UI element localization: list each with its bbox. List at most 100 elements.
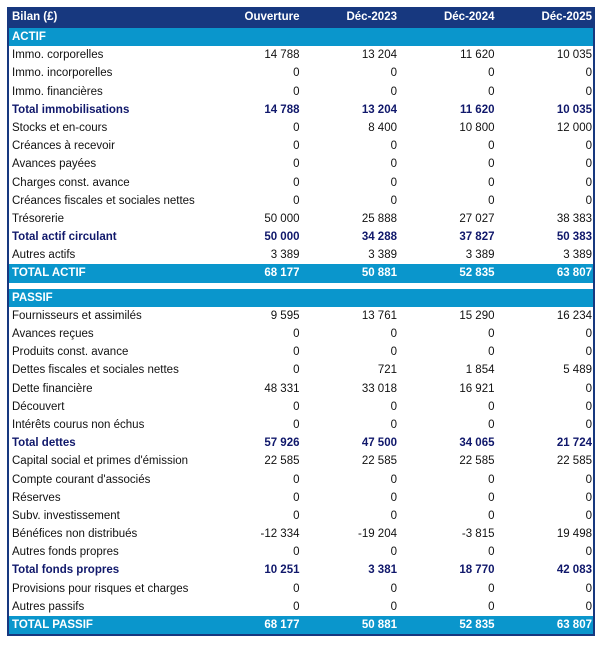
table-row: Compte courant d'associés 0 0 0 0 xyxy=(9,471,593,489)
column-header-dec-2023: Déc-2023 xyxy=(346,11,397,23)
cell-value: 0 xyxy=(293,364,300,377)
row-label: Total dettes xyxy=(12,437,76,450)
cell-value: 0 xyxy=(585,328,592,340)
table-row: Immo. financières 0 0 0 0 xyxy=(9,83,593,101)
cell-value: 1 854 xyxy=(465,364,495,377)
table-row: Capital social et primes d'émission 22 58… xyxy=(9,452,593,470)
column-header-dec-2025: Déc-2025 xyxy=(541,11,592,23)
cell-value: 0 xyxy=(293,418,300,431)
row-label: Bénéfices non distribués xyxy=(12,528,138,541)
cell-value: 0 xyxy=(585,85,592,98)
table-row: Autres actifs 3 389 3 389 3 389 3 389 xyxy=(9,246,593,264)
cell-value: 0 xyxy=(293,346,300,359)
row-label: Immo. corporelles xyxy=(12,49,104,62)
cell-value: 68 177 xyxy=(264,619,300,631)
row-label: Stocks et en-cours xyxy=(12,121,108,134)
cell-value: 0 xyxy=(585,546,592,559)
cell-value: 22 585 xyxy=(556,455,592,468)
row-label: Autres passifs xyxy=(12,600,85,613)
table-row: Trésorerie 50 000 25 888 27 027 38 383 xyxy=(9,210,593,228)
cell-value: 13 204 xyxy=(361,49,397,62)
row-label: Trésorerie xyxy=(12,212,64,225)
cell-value: 0 xyxy=(488,176,495,189)
cell-value: 38 383 xyxy=(556,212,592,225)
cell-value: 0 xyxy=(390,328,397,340)
grand-total-row: TOTAL ACTIF 68 177 50 881 52 835 63 807 xyxy=(9,264,593,283)
row-label: Total immobilisations xyxy=(12,103,130,116)
table-header: Bilan (£) Ouverture Déc-2023 Déc-2024 Dé… xyxy=(9,7,593,28)
cell-value: 0 xyxy=(293,473,300,486)
table-row: Fournisseurs et assimilés 9 595 13 761 15 2… xyxy=(9,307,593,325)
cell-value: 0 xyxy=(585,491,592,504)
subtotal-row: Total actif circulant 50 000 34 288 37 827 5… xyxy=(9,228,593,246)
row-label: Subv. investissement xyxy=(12,509,120,522)
row-label: Dette financière xyxy=(12,382,93,395)
cell-value: 3 389 xyxy=(465,249,495,262)
cell-value: 13 761 xyxy=(361,309,397,322)
cell-value: 68 177 xyxy=(264,267,300,280)
cell-value: 0 xyxy=(390,509,397,522)
cell-value: 57 926 xyxy=(264,437,300,450)
cell-value: 0 xyxy=(585,473,592,486)
row-label: Intérêts courus non échus xyxy=(12,418,145,431)
cell-value: 8 400 xyxy=(368,121,397,134)
cell-value: 11 620 xyxy=(460,49,495,62)
cell-value: 27 027 xyxy=(459,212,495,225)
row-label: TOTAL ACTIF xyxy=(12,267,86,280)
row-label: Total actif circulant xyxy=(12,231,117,244)
row-label: Avances reçues xyxy=(12,328,94,340)
cell-value: -12 334 xyxy=(260,528,300,541)
row-label: Avances payées xyxy=(12,158,97,171)
cell-value: 721 xyxy=(377,364,397,377)
subtotal-row: Total fonds propres 10 251 3 381 18 770 42 0… xyxy=(9,561,593,579)
cell-value: 0 xyxy=(390,418,397,431)
cell-value: 0 xyxy=(488,158,495,171)
cell-value: 50 000 xyxy=(264,212,300,225)
cell-value: 37 827 xyxy=(459,231,495,244)
cell-value: 0 xyxy=(585,67,592,80)
grand-total-row: TOTAL PASSIF 68 177 50 881 52 835 63 807 xyxy=(9,616,593,635)
cell-value: 0 xyxy=(488,346,495,359)
table-body: ACTIF Immo. corporelles 14 788 13 204 11 620… xyxy=(9,28,593,635)
cell-value: 21 724 xyxy=(556,437,592,450)
cell-value: 34 065 xyxy=(459,437,495,450)
cell-value: 0 xyxy=(585,509,592,522)
table-row: Créances à recevoir 0 0 0 0 xyxy=(9,137,593,155)
column-header-dec-2024: Déc-2024 xyxy=(443,11,495,23)
cell-value: 0 xyxy=(585,176,592,189)
cell-value: 0 xyxy=(293,509,300,522)
cell-value: 19 498 xyxy=(556,528,592,541)
cell-value: 0 xyxy=(390,67,397,80)
table-row: Avances reçues 0 0 0 0 xyxy=(9,325,593,343)
cell-value: 0 xyxy=(390,546,397,559)
cell-value: 0 xyxy=(585,140,592,153)
table-row: Dettes fiscales et sociales nettes 0 721 1 … xyxy=(9,361,593,379)
table-row: Charges const. avance 0 0 0 0 xyxy=(9,174,593,192)
cell-value: 14 788 xyxy=(264,103,300,116)
cell-value: 3 389 xyxy=(270,249,300,262)
cell-value: 12 000 xyxy=(556,121,592,134)
cell-value: 0 xyxy=(585,346,592,359)
cell-value: 0 xyxy=(488,600,495,613)
row-label: Créances fiscales et sociales nettes xyxy=(12,194,195,207)
cell-value: 0 xyxy=(293,140,300,153)
cell-value: 0 xyxy=(293,121,300,134)
cell-value: 0 xyxy=(488,67,495,80)
cell-value: -19 204 xyxy=(357,528,397,541)
cell-value: 52 835 xyxy=(459,619,495,631)
cell-value: 15 290 xyxy=(459,309,495,322)
cell-value: 0 xyxy=(488,418,495,431)
cell-value: 0 xyxy=(390,400,397,413)
row-label: Produits const. avance xyxy=(12,346,129,359)
cell-value: -3 815 xyxy=(461,528,495,541)
cell-value: 0 xyxy=(585,158,592,171)
table-row: Autres passifs 0 0 0 0 xyxy=(9,598,593,616)
cell-value: 9 595 xyxy=(270,309,300,322)
cell-value: 0 xyxy=(293,67,300,80)
cell-value: 0 xyxy=(390,194,397,207)
cell-value: 0 xyxy=(488,328,495,340)
cell-value: 0 xyxy=(293,85,300,98)
row-label: Compte courant d'associés xyxy=(12,473,151,486)
table-row: Dette financière 48 331 33 018 16 921 0 xyxy=(9,380,593,398)
row-label: Capital social et primes d'émission xyxy=(12,455,189,468)
